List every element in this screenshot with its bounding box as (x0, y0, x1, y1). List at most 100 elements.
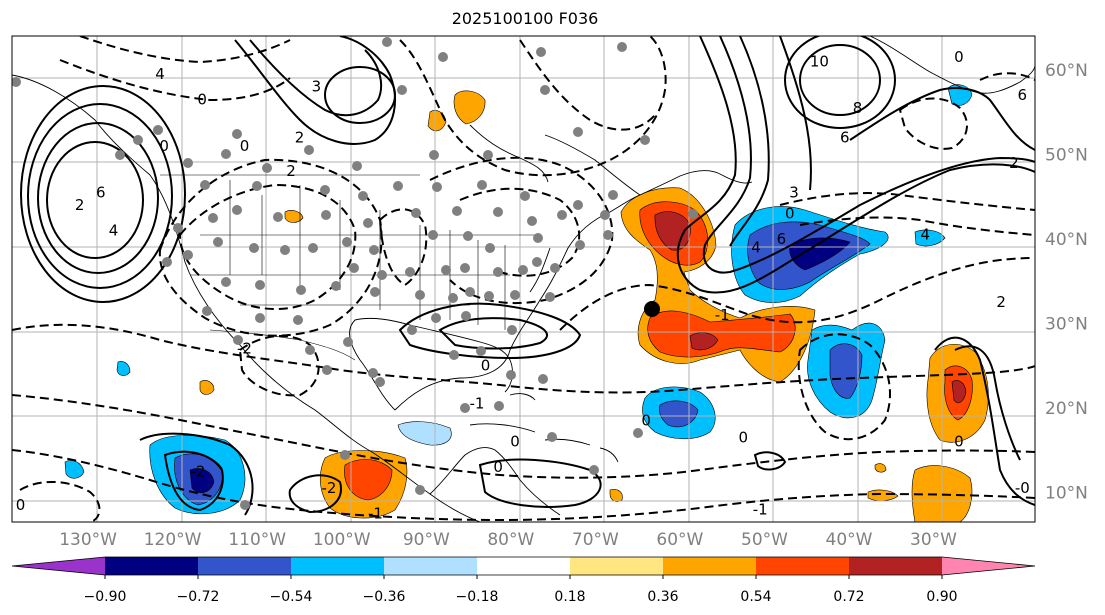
colorbar-segment (291, 557, 384, 575)
colorbar-tick-label: −0.90 (84, 589, 127, 605)
longitude-label: 30°W (910, 530, 957, 550)
canada-dashed-contour (79, 36, 291, 64)
contour-label: 2 (1009, 154, 1019, 172)
contour-label: 8 (853, 99, 863, 117)
atlantic-ridge-contour-2 (702, 36, 1035, 274)
positive-anomaly-mexico-core (344, 459, 393, 501)
gridlines (12, 36, 1035, 522)
contour-label: -1 (368, 505, 383, 523)
mexico-dashed-contour (238, 334, 320, 397)
colorbar-segment (849, 557, 942, 575)
atlantic-ridge-contour-3 (729, 36, 812, 247)
negative-anomaly-bermuda-small (914, 229, 946, 247)
contour-label: 4 (109, 221, 119, 239)
contour-label: 0 (641, 412, 651, 430)
contour-label: 2 (996, 293, 1006, 311)
contour-label: 0 (954, 433, 964, 451)
colorbar-tick-label: −0.36 (363, 589, 406, 605)
positive-anomaly-peak (654, 211, 719, 351)
colorbar-tick-label: −0.72 (177, 589, 220, 605)
northwest-ridge-contour-2 (249, 39, 383, 117)
contour-label: 0 (954, 48, 964, 66)
dashed-contours (12, 36, 1035, 522)
colorbar-segment (942, 557, 1035, 575)
contour-label: -1 (753, 500, 768, 518)
colorbar-tick-label: 0.72 (833, 589, 864, 605)
north-trough-contour (399, 36, 667, 177)
map-plot-area: 64204032020-1000064310860642-10-0-2-2-1-… (12, 36, 1035, 523)
positive-anomaly-small-spots (199, 210, 899, 502)
atlantic-ridge-contour-4 (849, 87, 1035, 151)
longitude-label: 70°W (572, 530, 619, 550)
negative-anomaly-gulf-small (397, 421, 452, 446)
north-atlantic-high-contour (799, 44, 881, 116)
latitude-labels: 60°N 50°N 40°N 30°N 20°N 10°N (1045, 61, 1088, 504)
colorbar-segment (663, 557, 756, 575)
east-coast-trough-contour-2 (459, 187, 581, 277)
contour-label: -1 (715, 306, 730, 324)
pacific-south-contour (139, 432, 254, 516)
colorbar-segment (12, 557, 105, 575)
longitude-label: 120°W (144, 530, 202, 550)
colorbar-segment (477, 557, 570, 575)
contour-label: 0 (493, 458, 503, 476)
positive-anomaly-hudson (427, 90, 486, 132)
gulf-ridge-contour-2 (438, 317, 548, 350)
latitude-label: 60°N (1045, 61, 1088, 81)
latitude-label: 10°N (1045, 483, 1088, 503)
east-atlantic-contour (934, 336, 1035, 506)
longitude-label: 50°W (741, 530, 788, 550)
contour-label: 0 (739, 429, 749, 447)
contour-label: 0 (16, 496, 26, 514)
trough-contour-west-2 (158, 158, 383, 337)
negative-anomaly-pacific-deep (189, 468, 215, 494)
contour-label: 10 (810, 52, 829, 70)
contour-label: 0 (481, 357, 491, 375)
negative-anomaly-caribbean-core (658, 400, 699, 428)
station-markers (12, 37, 698, 510)
subtropical-dashed-contour (559, 257, 1035, 331)
canada-high-contour (324, 66, 396, 124)
contour-label: 3 (789, 183, 799, 201)
contour-label: -1 (470, 395, 485, 413)
contour-label: 6 (1018, 86, 1028, 104)
subtropical-dashed-contour-3 (799, 216, 1035, 236)
latitude-label: 20°N (1045, 399, 1088, 419)
solid-contours (20, 36, 1035, 516)
southwest-dashed-contour (19, 480, 101, 522)
longitude-label: 90°W (403, 530, 450, 550)
canada-dashed-contour-2 (59, 59, 291, 102)
contour-label: 4 (751, 238, 761, 256)
east-coast-trough-contour (429, 156, 614, 305)
contour-label: 6 (777, 230, 787, 248)
colorbar-tick-label: 0.36 (647, 589, 678, 605)
gulf-ridge-contour (398, 302, 582, 360)
colorbar-tick-labels: −0.90 −0.72 −0.54 −0.36 −0.18 0.18 0.36 0.54 0.7… (84, 575, 958, 605)
colorbar-tick-label: 0.90 (926, 589, 957, 605)
colorbar-segment (384, 557, 477, 575)
contour-label: -2 (322, 479, 337, 497)
central-america-contour (288, 474, 342, 514)
subtropical-dashed-contour-2 (779, 192, 1035, 211)
longitude-labels: 130°W 120°W 110°W 100°W 90°W 80°W 70°W 60°W 50°W… (59, 530, 957, 550)
contour-label: 0 (197, 90, 207, 108)
pacific-high-contour-3 (27, 103, 173, 289)
longitude-label: 60°W (656, 530, 703, 550)
small-contour-cape-verde (753, 451, 787, 471)
north-atlantic-dashed-contour (898, 97, 968, 150)
tropical-trough-contour-3 (12, 449, 1035, 522)
contour-label: -2 (191, 462, 206, 480)
contour-label: 3 (312, 78, 322, 96)
southeast-caribbean-contour (478, 458, 602, 508)
tropical-trough-contour-1 (12, 323, 1035, 394)
contour-label: 0 (785, 205, 795, 223)
contour-label: 6 (96, 183, 106, 201)
north-atlantic-high-contour-2 (784, 36, 896, 129)
colorbar-tick-label: 0.18 (554, 589, 585, 605)
caribbean-islands (469, 393, 619, 463)
northwest-ridge-contour (234, 36, 396, 145)
contour-label: 2 (286, 162, 296, 180)
contour-label: -0 (1015, 479, 1030, 497)
contour-label: 2 (295, 128, 305, 146)
central-america-coast (429, 447, 561, 516)
